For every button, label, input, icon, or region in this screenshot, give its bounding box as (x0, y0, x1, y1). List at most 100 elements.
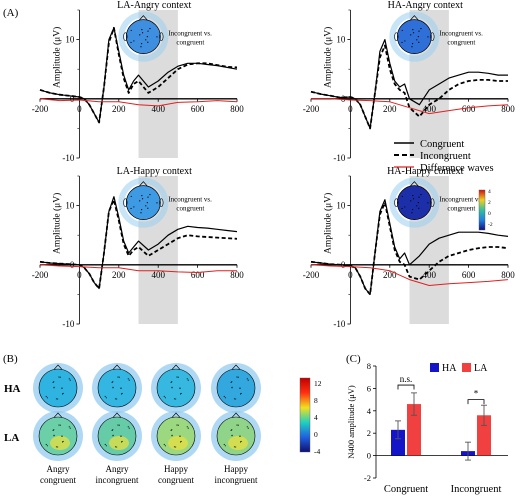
scalp-topography (389, 11, 440, 62)
bar-la-congruent (407, 404, 421, 456)
incongruent-line (310, 44, 508, 130)
bar-y-tick-label: 6 (367, 383, 371, 393)
topo-electrode (177, 376, 179, 378)
topo-electrode (224, 397, 226, 399)
n400-bar-chart: -2 0 2 4 6 8 N400 amplitude (μV) Congruent Incon… (346, 361, 508, 495)
electrode (411, 212, 413, 214)
x-tick-label: -200 (32, 104, 49, 114)
bar-y-tick-label: 2 (367, 428, 371, 438)
erp-panel-ha-happy: 10 0 -10 -200 0 200 400 600 800 Amplitude (μV) HA-… (303, 166, 516, 329)
topo-col-label-line2: congruent (158, 475, 194, 485)
electrode (418, 41, 420, 43)
y-tick-label: 10 (65, 201, 75, 211)
topo-electrode (246, 378, 248, 380)
topo-electrode (45, 443, 47, 446)
erp-colorbar-tick-1: 2 (488, 200, 491, 206)
electrode (147, 41, 149, 43)
topo-colorbar-tick-3: 0 (314, 430, 318, 439)
significance-bracket (397, 384, 415, 390)
scalp-map (126, 19, 161, 54)
ear-right (430, 32, 435, 41)
y-tick-label: -10 (62, 153, 74, 163)
topo-electrode (104, 395, 106, 398)
electrode (147, 30, 149, 32)
topo-electrode (179, 387, 181, 390)
topo-electrode (247, 427, 249, 429)
electrode (149, 28, 151, 30)
topo-head-la-0 (33, 411, 83, 461)
electrode (411, 43, 414, 45)
y-tick-label: 10 (336, 201, 346, 211)
nose (410, 15, 419, 21)
electrode (417, 36, 419, 38)
ear-left (123, 32, 128, 41)
topo-scalp (216, 368, 256, 408)
topo-electrode (69, 379, 71, 381)
significance-label: n.s. (400, 374, 413, 384)
topo-electrode (239, 435, 241, 438)
topo-electrode (177, 424, 179, 426)
electrode (412, 198, 415, 200)
topo-electrode (61, 435, 63, 438)
topo-row-label-la: LA (4, 432, 19, 444)
topo-electrode (171, 434, 173, 436)
topo-electrode (231, 434, 233, 436)
y-tick-label: -10 (333, 153, 345, 163)
bar-y-axis-label: N400 amplitude (μV) (346, 385, 356, 459)
electrode (141, 198, 144, 200)
scalp-halo (389, 177, 440, 228)
electrode (130, 207, 132, 210)
scalp-topography (118, 177, 169, 228)
topo-electrode (246, 426, 248, 428)
x-tick-label: 600 (191, 270, 205, 280)
ear-left (394, 198, 399, 207)
topo-electrode (171, 386, 173, 388)
electrode (416, 205, 418, 207)
erp-panel-la-angry: 10 0 -10 -200 0 200 400 600 800 Amplitude (μV) LA-… (32, 0, 245, 163)
electrode (133, 40, 135, 42)
electrode (140, 46, 142, 48)
difference-line (39, 264, 237, 273)
panel-label-c: (C) (346, 353, 361, 365)
nose (410, 181, 419, 187)
topo-electrode (235, 446, 237, 448)
topo-electrode (173, 398, 175, 400)
electrode (145, 39, 147, 41)
topo-electrode (233, 446, 235, 448)
electrode (418, 196, 420, 198)
y-axis-label: Amplitude (μV) (322, 27, 333, 88)
topo-nose (53, 412, 63, 418)
topo-electrode (121, 441, 123, 443)
topo-caption-line2: congruent (447, 39, 475, 47)
electrode (141, 29, 143, 31)
topo-electrode (112, 434, 114, 436)
electrode (147, 196, 149, 198)
y-axis-label: Amplitude (μV) (322, 193, 333, 254)
topo-electrode (116, 398, 118, 400)
y-tick-label: 10 (65, 35, 75, 45)
topo-electrode (117, 376, 119, 378)
topo-hotspot (109, 436, 129, 450)
topo-electrode (186, 378, 188, 380)
topo-col-label: Happy (164, 464, 188, 474)
bar-ha-congruent (391, 429, 405, 456)
topo-electrode (128, 379, 130, 381)
topo-scalp (38, 368, 78, 408)
topo-caption-line2: congruent (447, 205, 475, 213)
x-tick-label: 800 (501, 104, 515, 114)
bar-y-tick-label: 0 (367, 451, 371, 461)
topo-electrode (163, 395, 165, 398)
erp-panel-ha-angry: 10 0 -10 -200 0 200 400 600 800 Amplitude (μV) HA-… (303, 0, 516, 163)
x-tick-label: 200 (112, 104, 126, 114)
topo-electrode (176, 376, 178, 378)
topo-electrode (46, 445, 48, 447)
topo-electrode (121, 393, 123, 395)
x-tick-label: -200 (303, 104, 320, 114)
electrode (411, 209, 414, 211)
topo-col-label: Happy (224, 464, 248, 474)
topo-electrode (231, 381, 233, 383)
x-tick-label: -200 (32, 270, 49, 280)
y-tick-label: 10 (336, 35, 346, 45)
topo-electrode (118, 424, 120, 426)
